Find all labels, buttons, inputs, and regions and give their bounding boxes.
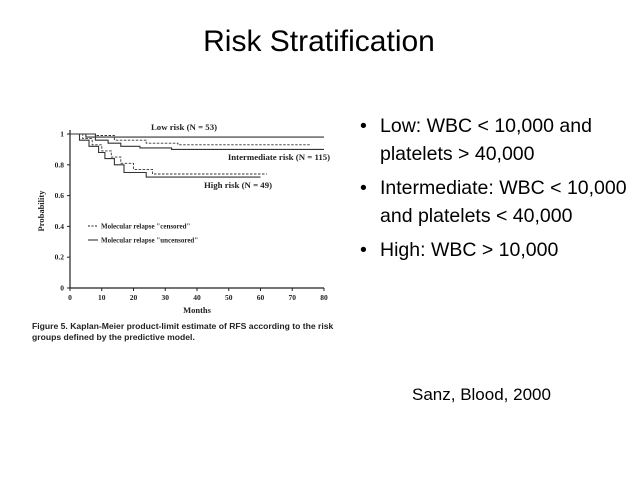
low-risk-uncensored-curve	[70, 133, 324, 138]
high-risk-censored-curve	[70, 133, 267, 175]
bullet-intermediate-text: Intermediate: WBC < 10,000 and platelets…	[380, 177, 627, 227]
intermediate-risk-censored-curve	[70, 133, 312, 146]
citation: Sanz, Blood, 2000	[412, 385, 551, 404]
x-tick-label: 50	[225, 293, 233, 302]
kaplan-meier-figure: 0 10 20 30 40 50 60 70 80 0 0.2 0.4 0.6 0.8 1 Months Pro…	[32, 118, 346, 354]
legend-dashed-label: Molecular relapse "censored"	[101, 223, 191, 231]
low-risk-label: Low risk (N = 53)	[151, 122, 217, 132]
x-tick-label: 10	[98, 293, 106, 302]
x-tick-label: 0	[68, 293, 72, 302]
bullet-high-text: High: WBC > 10,000	[380, 239, 559, 261]
slide-title: Risk Stratification	[203, 25, 435, 58]
y-tick-label: 1	[60, 130, 64, 139]
y-tick-label: 0.6	[55, 191, 65, 200]
bullet-high: • High: WBC > 10,000	[358, 236, 628, 264]
x-axis-label: Months	[183, 305, 212, 315]
y-tick-label: 0.8	[55, 160, 65, 169]
bullet-low-text: Low: WBC < 10,000 and platelets > 40,000	[380, 115, 592, 165]
bullet-intermediate: • Intermediate: WBC < 10,000 and platele…	[358, 174, 628, 230]
intermediate-risk-uncensored-curve	[70, 133, 324, 150]
bullet-dot-icon: •	[360, 115, 367, 137]
bullet-dot-icon: •	[360, 177, 367, 199]
x-tick-label: 60	[257, 293, 265, 302]
y-axis-label: Probability	[36, 190, 46, 232]
figure-caption-text: Kaplan-Meier product-limit estimate of R…	[32, 321, 334, 342]
x-tick-label: 70	[289, 293, 297, 302]
x-tick-label: 30	[162, 293, 170, 302]
bullet-dot-icon: •	[360, 239, 367, 261]
high-risk-label: High risk (N = 49)	[204, 180, 272, 190]
risk-bullet-list: • Low: WBC < 10,000 and platelets > 40,0…	[358, 112, 628, 270]
legend-solid-label: Molecular relapse "uncensored"	[101, 237, 198, 245]
x-tick-label: 20	[130, 293, 138, 302]
y-tick-label: 0.4	[55, 222, 65, 231]
y-tick-label: 0.2	[55, 253, 65, 262]
y-tick-label: 0	[60, 284, 64, 293]
x-tick-label: 80	[320, 293, 328, 302]
figure-caption-lead: Figure 5.	[32, 321, 68, 331]
high-risk-uncensored-curve	[70, 133, 261, 178]
kaplan-meier-chart: 0 10 20 30 40 50 60 70 80 0 0.2 0.4 0.6 0.8 1 Months Pro…	[36, 122, 330, 315]
x-tick-label: 40	[193, 293, 201, 302]
bullet-low: • Low: WBC < 10,000 and platelets > 40,0…	[358, 112, 628, 168]
intermediate-risk-label: Intermediate risk (N = 115)	[228, 152, 330, 162]
figure-caption: Figure 5. Kaplan-Meier product-limit est…	[32, 321, 346, 343]
